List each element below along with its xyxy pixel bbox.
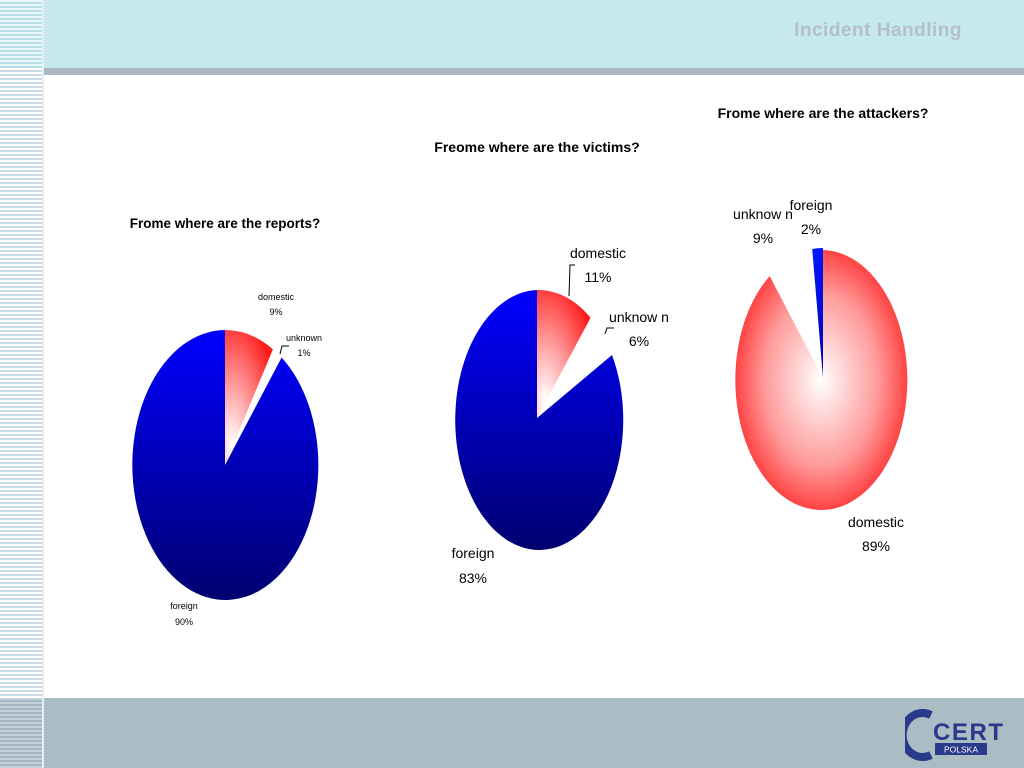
pie-slice-reports-domestic: [225, 330, 273, 465]
slice-pct-reports-domestic: 9%: [269, 307, 282, 317]
left-stripe-edge: [42, 0, 44, 768]
pie-slice-attackers-unknown: [769, 250, 823, 378]
leader-line-victims-domestic: [568, 264, 575, 297]
pie-chart-attackers: Frome where are the attackers? unknow n …: [718, 105, 929, 554]
pie-slice-reports-unknown: [225, 349, 279, 465]
slice-label-reports-foreign: foreign: [170, 601, 198, 611]
pie-slice-victims-unknown: [537, 317, 609, 418]
left-stripe-header-decoration: [0, 0, 44, 68]
slice-label-reports-unknown: unknown: [286, 333, 322, 343]
chart-title-reports: Frome where are the reports?: [130, 216, 321, 231]
slice-pct-attackers-domestic: 89%: [862, 538, 890, 554]
pie-slice-victims-foreign: [455, 290, 624, 550]
slice-pct-attackers-foreign: 2%: [801, 221, 821, 237]
pie-slice-attackers-foreign: [812, 247, 823, 378]
logo-c-letter: [905, 709, 933, 761]
left-stripe-footer-decoration: [0, 698, 44, 768]
slice-pct-victims-unknown: 6%: [629, 333, 649, 349]
pie-chart-reports: Frome where are the reports? domestic 9%…: [130, 216, 322, 627]
slice-label-attackers-unknown: unknow n: [733, 206, 793, 222]
slice-label-victims-foreign: foreign: [452, 545, 495, 561]
slice-label-victims-domestic: domestic: [570, 245, 626, 261]
slice-label-attackers-foreign: foreign: [790, 197, 833, 213]
pie-chart-victims: Freome where are the victims? domestic 1…: [434, 139, 669, 586]
slice-label-attackers-domestic: domestic: [848, 514, 904, 530]
pie-slice-attackers-domestic: [735, 250, 908, 510]
cert-polska-logo: CERT POLSKA: [905, 709, 1003, 761]
slice-pct-attackers-unknown: 9%: [753, 230, 773, 246]
chart-title-victims: Freome where are the victims?: [434, 139, 639, 155]
header-rule: [0, 68, 1024, 75]
slice-pct-reports-unknown: 1%: [297, 348, 310, 358]
logo-subtext: POLSKA: [944, 745, 978, 755]
footer-band: [0, 698, 1024, 768]
slice-pct-reports-foreign: 90%: [175, 617, 193, 627]
slice-pct-victims-domestic: 11%: [585, 269, 612, 285]
logo-band: [935, 743, 987, 755]
logo-text: CERT: [933, 719, 1003, 746]
pie-slice-victims-domestic: [537, 289, 591, 418]
slice-pct-victims-foreign: 83%: [459, 570, 487, 586]
slide-title: Incident Handling: [794, 20, 962, 41]
leader-line-victims-unknown: [604, 327, 614, 335]
left-stripe-decoration: [0, 0, 44, 768]
header-band: [0, 0, 1024, 68]
chart-title-attackers: Frome where are the attackers?: [718, 105, 929, 121]
pie-slice-reports-foreign: [132, 330, 319, 600]
slice-label-victims-unknown: unknow n: [609, 309, 669, 325]
leader-line-reports-unknown: [279, 345, 289, 355]
slice-label-reports-domestic: domestic: [258, 292, 295, 302]
